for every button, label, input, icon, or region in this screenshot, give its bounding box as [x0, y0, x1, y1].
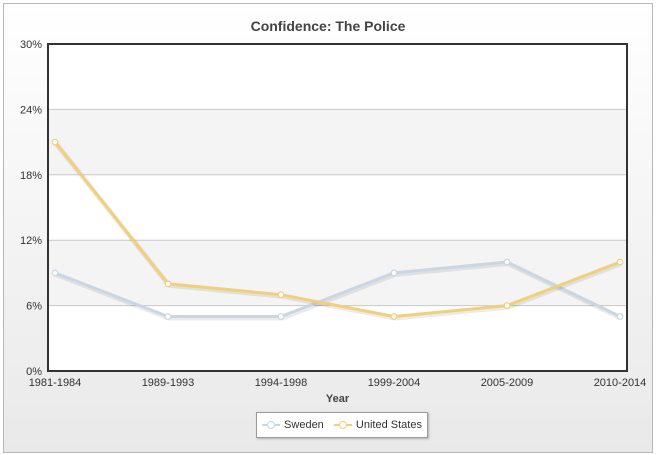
legend-item-sweden[interactable]: Sweden — [262, 419, 324, 431]
data-point-sweden — [164, 313, 172, 320]
y-tick-label: 18% — [20, 170, 42, 182]
x-tick-label: 1999-2004 — [368, 377, 421, 389]
legend-swatch-sweden — [262, 420, 281, 430]
series-line-sweden — [54, 260, 621, 318]
y-tick-label: 24% — [20, 104, 42, 116]
x-tick-label: 1989-1993 — [142, 377, 195, 389]
data-point-united-states — [503, 302, 511, 310]
data-point-sweden — [616, 313, 624, 320]
data-point-united-states — [390, 313, 398, 320]
chart-title: Confidence: The Police — [250, 18, 406, 34]
data-point-united-states — [51, 138, 59, 146]
series-line-united-states — [53, 141, 621, 318]
data-point-sweden — [503, 258, 511, 266]
x-tick-label: 2005-2009 — [481, 377, 534, 389]
plot-area — [48, 44, 627, 371]
y-tick-label: 0% — [26, 366, 42, 378]
legend-swatch-united-states — [333, 420, 352, 430]
legend-label-sweden: Sweden — [284, 419, 324, 431]
data-point-sweden — [277, 313, 285, 320]
plot-border — [47, 43, 628, 372]
x-tick-label: 1981-1984 — [29, 377, 82, 389]
legend: Sweden United States — [256, 412, 428, 438]
data-point-united-states — [164, 280, 172, 288]
data-point-sweden — [51, 269, 59, 277]
legend-label-united-states: United States — [355, 419, 422, 431]
x-tick-label: 1994-1998 — [255, 377, 308, 389]
data-point-united-states — [277, 291, 285, 299]
legend-item-united-states[interactable]: United States — [333, 419, 422, 431]
x-tick-label: 2010-2014 — [594, 377, 647, 389]
data-point-sweden — [390, 269, 398, 277]
plot-band — [48, 109, 627, 175]
y-tick-label: 30% — [20, 39, 42, 51]
y-tick-label: 6% — [26, 301, 42, 313]
data-point-united-states — [616, 258, 624, 266]
y-tick-label: 12% — [20, 235, 42, 247]
x-axis-title: Year — [326, 393, 350, 405]
